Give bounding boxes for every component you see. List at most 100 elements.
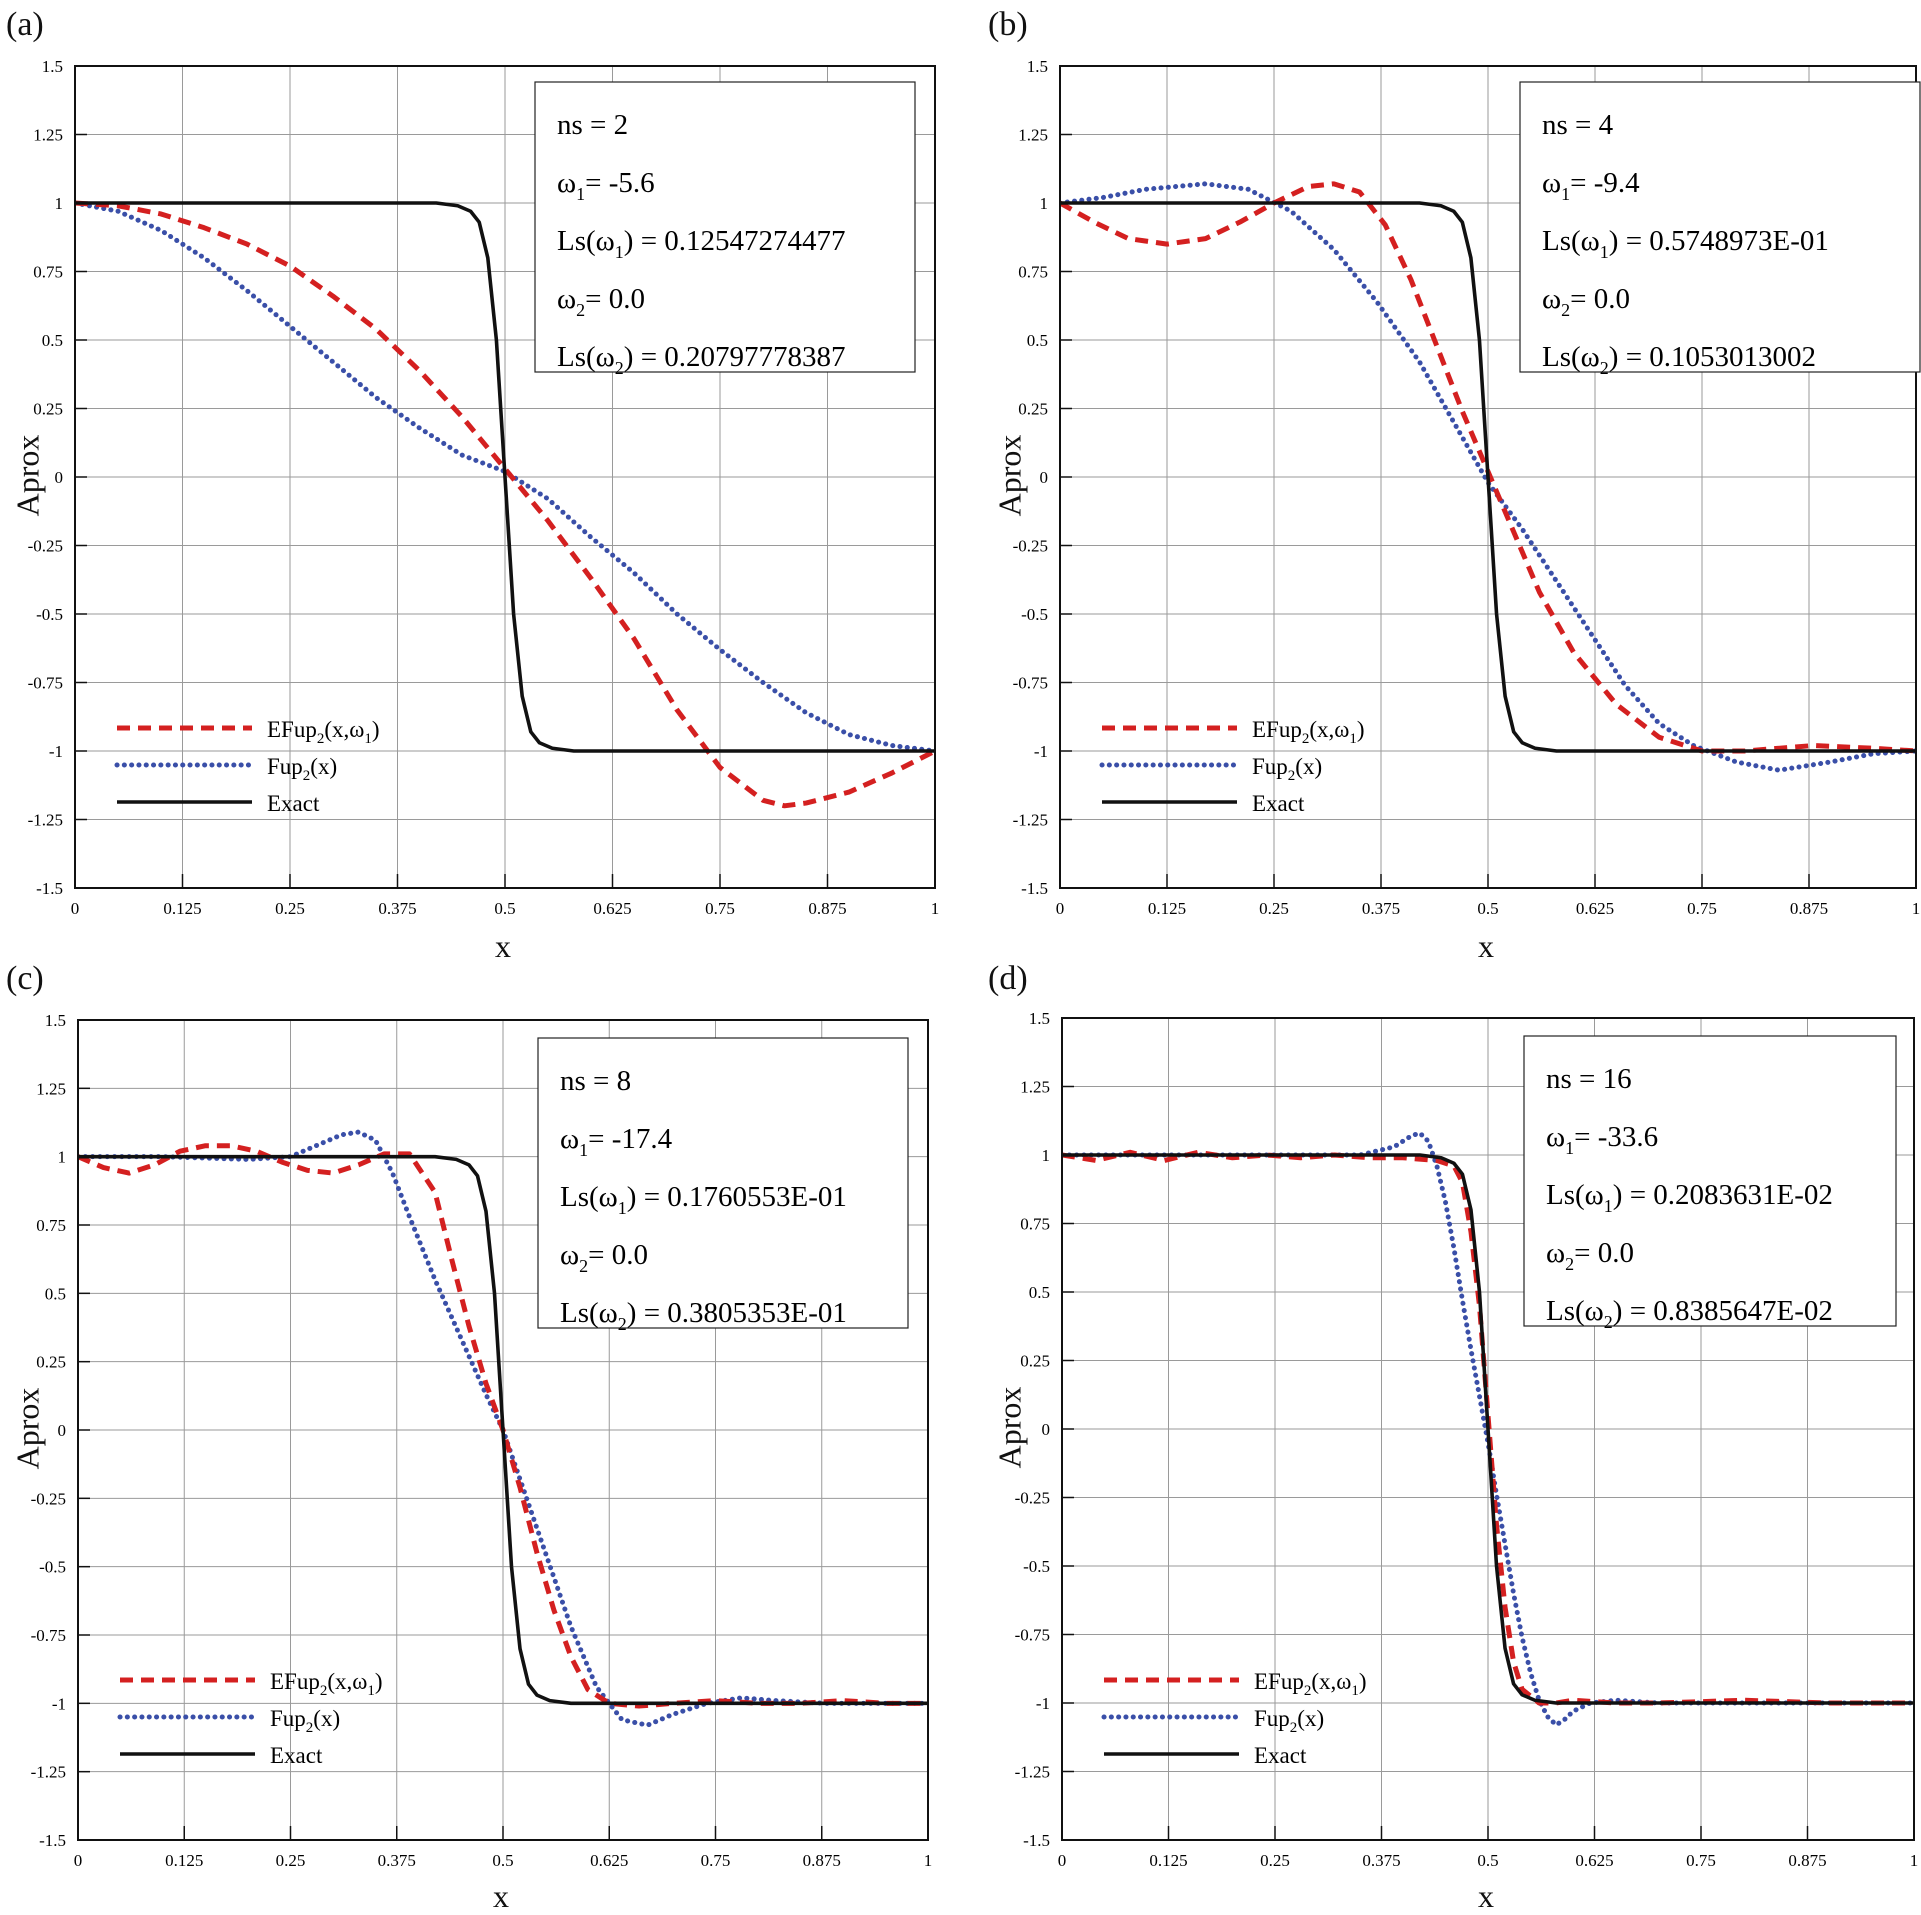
y-tick-label: 0.75 bbox=[36, 1216, 66, 1235]
y-tick-label: -0.25 bbox=[31, 1489, 66, 1508]
chart-panel-2: 0 0.125 0.25 0.375 0.5 0.625 0.75 0.875 1 1.5 1.25… bbox=[31, 1011, 933, 1870]
legend-label: ExactExact bbox=[1252, 791, 1305, 816]
x-tick-label: 0 bbox=[71, 899, 80, 918]
y-tick-label: 0.25 bbox=[33, 400, 63, 419]
x-tick-label: 0.375 bbox=[1362, 1851, 1400, 1870]
x-tick-label: 0 bbox=[1056, 899, 1065, 918]
legend: EFup2(x,ω1)EFup2(x,ω1) Fup2(x)Fup2(x) Exac… bbox=[114, 717, 380, 816]
y-tick-label: -1.25 bbox=[1013, 811, 1048, 830]
y-tick-label: 0.5 bbox=[1029, 1283, 1050, 1302]
x-tick-label: 1 bbox=[1910, 1851, 1919, 1870]
info-value: = 0.5748973E-01 bbox=[1626, 225, 1829, 257]
x-tick-label: 0.25 bbox=[275, 899, 305, 918]
legend: EFup2(x,ω1)EFup2(x,ω1) Fup2(x)Fup2(x) Exac… bbox=[1101, 1669, 1367, 1768]
x-tick-label: 0.125 bbox=[1148, 899, 1186, 918]
y-tick-label: -1.5 bbox=[1023, 1831, 1050, 1850]
y-tick-label: -0.5 bbox=[1023, 1557, 1050, 1576]
y-tick-label: 1 bbox=[1042, 1146, 1051, 1165]
y-tick-label: -0.75 bbox=[31, 1626, 66, 1645]
x-tick-label: 0.75 bbox=[1687, 899, 1717, 918]
info-value: -17.4 bbox=[612, 1123, 673, 1155]
legend-label: Fup2(x)Fup2(x) bbox=[270, 1706, 340, 1736]
x-tick-label: 0.625 bbox=[590, 1851, 628, 1870]
plot-frame bbox=[77, 1019, 929, 1841]
y-tick-label: 1.25 bbox=[1018, 126, 1048, 145]
x-tick-label: 0.125 bbox=[163, 899, 201, 918]
info-ls2: Ls(ω2) = 0.20797778387 bbox=[557, 341, 846, 378]
info-box: ns = 16 ω1= -33.6 Ls(ω1) = 0.2083631E-02 ω2… bbox=[1523, 1035, 1897, 1332]
series-line-fup2 bbox=[1060, 181, 1916, 773]
info-ns: ns = 16 bbox=[1546, 1063, 1632, 1095]
legend-label: Fup2(x)Fup2(x) bbox=[1252, 754, 1322, 784]
series-line-exact bbox=[78, 1154, 928, 1706]
x-axis-label: x bbox=[493, 1878, 509, 1914]
legend-label: EFup2(x,ω1)EFup2(x,ω1) bbox=[267, 717, 380, 747]
x-tick-label: 1 bbox=[931, 899, 940, 918]
y-tick-label: -1 bbox=[1034, 742, 1048, 761]
x-tick-label: 0.125 bbox=[165, 1851, 203, 1870]
info-value: = 0.3805353E-01 bbox=[644, 1297, 847, 1329]
info-w1: ω1= -9.4 bbox=[1542, 167, 1640, 204]
panel-label: (a) bbox=[6, 6, 44, 43]
info-value: 0.0 bbox=[609, 283, 645, 315]
x-tick-label: 0.875 bbox=[808, 899, 846, 918]
info-value: = 0.2083631E-02 bbox=[1630, 1179, 1833, 1211]
y-tick-label: 1.5 bbox=[45, 1011, 66, 1030]
y-tick-label: 0.5 bbox=[1027, 331, 1048, 350]
x-tick-label: 0.5 bbox=[1477, 899, 1498, 918]
info-value: = 0.1760553E-01 bbox=[644, 1181, 847, 1213]
x-tick-label: 0.625 bbox=[593, 899, 631, 918]
y-tick-label: -1.25 bbox=[1015, 1763, 1050, 1782]
info-box: ns = 4 ω1= -9.4 Ls(ω1) = 0.5748973E-01 ω2= … bbox=[1519, 81, 1921, 378]
y-tick-label: -0.5 bbox=[1021, 605, 1048, 624]
series-line-exact bbox=[1062, 1153, 1914, 1705]
x-tick-label: 0.5 bbox=[492, 1851, 513, 1870]
x-tick-label: 0.125 bbox=[1149, 1851, 1187, 1870]
y-tick-label: 0.25 bbox=[36, 1353, 66, 1372]
x-tick-label: 1 bbox=[1912, 899, 1921, 918]
info-box: ns = 8 ω1= -17.4 Ls(ω1) = 0.1760553E-01 ω2=… bbox=[537, 1037, 909, 1334]
chart-panel-1: 0 0.125 0.25 0.375 0.5 0.625 0.75 0.875 1 1.5 1.25… bbox=[1013, 57, 1921, 918]
info-value: 0.0 bbox=[1594, 283, 1630, 315]
x-tick-label: 1 bbox=[924, 1851, 933, 1870]
info-box: ns = 2 ω1= -5.6 Ls(ω1) = 0.12547274477 ω2= … bbox=[534, 81, 916, 378]
series-line-fup2 bbox=[1062, 1130, 1914, 1728]
legend-label: ExactExact bbox=[1254, 1743, 1307, 1768]
series-line-efup2 bbox=[75, 200, 935, 809]
info-value: = 0.20797778387 bbox=[641, 341, 846, 373]
plot-frame bbox=[1059, 65, 1917, 889]
x-tick-label: 0.5 bbox=[1477, 1851, 1498, 1870]
x-tick-label: 0 bbox=[74, 1851, 83, 1870]
x-tick-label: 0.25 bbox=[1259, 899, 1289, 918]
x-tick-label: 0.875 bbox=[1788, 1851, 1826, 1870]
info-box-frame bbox=[534, 81, 916, 373]
info-value: = 0.1053013002 bbox=[1626, 341, 1816, 373]
info-value: = 0.12547274477 bbox=[641, 225, 846, 257]
info-box-frame bbox=[1523, 1035, 1897, 1327]
series-line-exact bbox=[1060, 201, 1916, 753]
info-w2: ω2= 0.0 bbox=[1546, 1237, 1634, 1274]
x-tick-label: 0.25 bbox=[276, 1851, 306, 1870]
y-tick-label: -0.5 bbox=[39, 1558, 66, 1577]
plot-frame bbox=[74, 65, 936, 889]
x-tick-label: 0.5 bbox=[494, 899, 515, 918]
plot-frame bbox=[1061, 1017, 1915, 1841]
x-tick-label: 0.625 bbox=[1576, 899, 1614, 918]
x-tick-label: 0.375 bbox=[378, 1851, 416, 1870]
y-tick-label: 0 bbox=[1042, 1420, 1051, 1439]
x-tick-label: 0.625 bbox=[1575, 1851, 1613, 1870]
info-w2: ω2= 0.0 bbox=[1542, 283, 1630, 320]
info-w2: ω2= 0.0 bbox=[557, 283, 645, 320]
y-tick-label: 1.5 bbox=[1029, 1009, 1050, 1028]
y-tick-label: 1.5 bbox=[42, 57, 63, 76]
info-w2: ω2= 0.0 bbox=[560, 1239, 648, 1276]
info-value: -5.6 bbox=[609, 167, 655, 199]
x-tick-label: 0.375 bbox=[378, 899, 416, 918]
x-tick-label: 0 bbox=[1058, 1851, 1067, 1870]
y-tick-label: 0.25 bbox=[1018, 400, 1048, 419]
y-tick-label: -1.5 bbox=[39, 1831, 66, 1850]
y-tick-label: -0.25 bbox=[28, 537, 63, 556]
x-tick-label: 0.75 bbox=[701, 1851, 731, 1870]
y-tick-label: -1.25 bbox=[31, 1763, 66, 1782]
y-tick-label: -0.25 bbox=[1015, 1489, 1050, 1508]
